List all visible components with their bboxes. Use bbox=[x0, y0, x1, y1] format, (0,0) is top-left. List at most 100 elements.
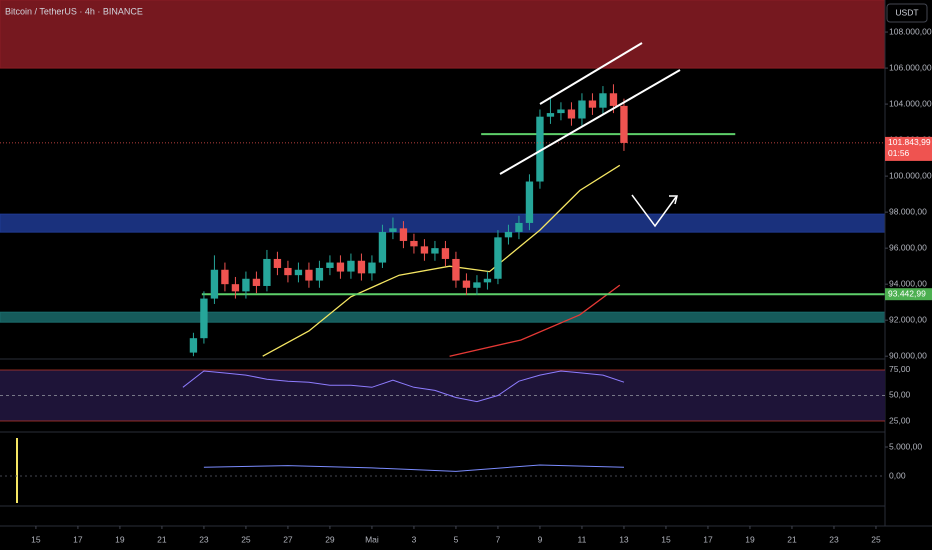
currency-button[interactable] bbox=[886, 3, 928, 23]
candle-body bbox=[399, 228, 408, 241]
candle-body bbox=[483, 278, 492, 283]
rsi-tick-label: 75,00 bbox=[889, 364, 911, 374]
x-tick-label: 23 bbox=[199, 534, 209, 544]
candle-body bbox=[221, 269, 229, 285]
candle-body bbox=[567, 109, 576, 119]
y-tick-label: 98.000,00 bbox=[889, 206, 927, 216]
candle-body bbox=[200, 298, 208, 339]
price-label: 101.843,99 bbox=[888, 137, 931, 147]
x-tick-label: 21 bbox=[787, 534, 797, 544]
candle-body bbox=[494, 237, 502, 279]
zone bbox=[0, 213, 886, 233]
zone bbox=[0, 0, 886, 69]
x-tick-label: 23 bbox=[829, 534, 839, 544]
countdown: 01:56 bbox=[888, 148, 910, 158]
candle-body bbox=[525, 181, 534, 223]
x-tick-label: 17 bbox=[703, 534, 713, 544]
candle-body bbox=[515, 222, 523, 232]
candle-body bbox=[588, 100, 597, 108]
y-tick-label: 94.000,00 bbox=[889, 278, 927, 288]
x-tick-label: Mai bbox=[365, 534, 379, 544]
candle-body bbox=[378, 231, 387, 263]
candle-body bbox=[420, 246, 429, 254]
y-tick-label: 104.000,00 bbox=[889, 98, 932, 108]
rsi-tick-label: 25,00 bbox=[889, 415, 911, 425]
y-tick-label: 96.000,00 bbox=[889, 242, 927, 252]
candle-body bbox=[452, 258, 460, 281]
candle-body bbox=[410, 240, 418, 247]
candle-body bbox=[242, 278, 250, 292]
candle-body bbox=[620, 105, 628, 143]
moving-average bbox=[262, 164, 621, 357]
candle-body bbox=[546, 113, 555, 117]
x-tick-label: 21 bbox=[157, 534, 167, 544]
candle-body bbox=[210, 269, 219, 299]
x-tick-label: 15 bbox=[661, 534, 671, 544]
y-tick-label: 106.000,00 bbox=[889, 62, 932, 72]
x-tick-label: 29 bbox=[325, 534, 335, 544]
x-tick-label: 15 bbox=[31, 534, 41, 544]
candle-body bbox=[263, 258, 271, 286]
rsi-line bbox=[182, 370, 625, 403]
candle-body bbox=[462, 280, 471, 288]
candle-body bbox=[294, 269, 303, 276]
chart-title: Bitcoin / TetherUS · 4h · BINANCE bbox=[5, 6, 143, 16]
zones bbox=[0, 0, 886, 323]
candle-body bbox=[357, 260, 366, 274]
price-label-box bbox=[885, 288, 932, 301]
candle-body bbox=[473, 282, 481, 288]
candle-body bbox=[336, 262, 345, 272]
x-tick-label: 25 bbox=[871, 534, 881, 544]
x-tick-label: 17 bbox=[73, 534, 83, 544]
x-tick-label: 25 bbox=[241, 534, 251, 544]
y-tick-label: 92.000,00 bbox=[889, 314, 927, 324]
price-pane bbox=[0, 84, 885, 357]
macd-tick-label: 5.000,00 bbox=[889, 441, 922, 451]
macd-line bbox=[203, 464, 625, 472]
x-tick-label: 7 bbox=[496, 534, 501, 544]
x-tick-label: 13 bbox=[619, 534, 629, 544]
candle-body bbox=[599, 93, 607, 108]
candle-body bbox=[536, 116, 544, 182]
candle-body bbox=[189, 338, 198, 353]
candle-body bbox=[326, 262, 334, 268]
candle-body bbox=[504, 231, 513, 238]
currency[interactable]: USDT bbox=[895, 7, 918, 17]
macd-tick-label: 0,00 bbox=[889, 470, 906, 480]
x-tick-label: 5 bbox=[454, 534, 459, 544]
y-tick-label: 90.000,00 bbox=[889, 350, 927, 360]
candle-body bbox=[441, 248, 450, 259]
price-label: 93.442,99 bbox=[888, 288, 926, 298]
zone bbox=[0, 311, 886, 323]
candle-body bbox=[284, 267, 292, 276]
candle-body bbox=[252, 278, 261, 286]
candle-body bbox=[315, 267, 324, 281]
candle-body bbox=[305, 269, 313, 281]
y-tick-label: 100.000,00 bbox=[889, 170, 932, 180]
x-tick-label: 19 bbox=[115, 534, 125, 544]
projection-arrow bbox=[631, 194, 677, 228]
y-tick-label: 108.000,00 bbox=[889, 26, 932, 36]
candle-body bbox=[609, 93, 618, 106]
candle-body bbox=[389, 228, 397, 232]
x-tick-label: 27 bbox=[283, 534, 293, 544]
x-tick-label: 9 bbox=[538, 534, 543, 544]
candle-body bbox=[578, 100, 586, 119]
channel-upper bbox=[539, 42, 643, 105]
candle-body bbox=[431, 248, 439, 254]
candle-body bbox=[368, 262, 376, 274]
channel-lower bbox=[499, 69, 681, 175]
candle-body bbox=[557, 109, 565, 114]
rsi-tick-label: 50,00 bbox=[889, 390, 911, 400]
x-tick-label: 11 bbox=[578, 534, 587, 544]
candle-body bbox=[347, 260, 355, 272]
x-tick-label: 3 bbox=[412, 534, 417, 544]
arrow-head bbox=[669, 195, 678, 205]
x-tick-label: 19 bbox=[745, 534, 755, 544]
candle-body bbox=[231, 284, 240, 292]
rsi-band bbox=[0, 369, 885, 422]
price-label-box bbox=[885, 136, 932, 161]
candle-body bbox=[273, 258, 282, 268]
